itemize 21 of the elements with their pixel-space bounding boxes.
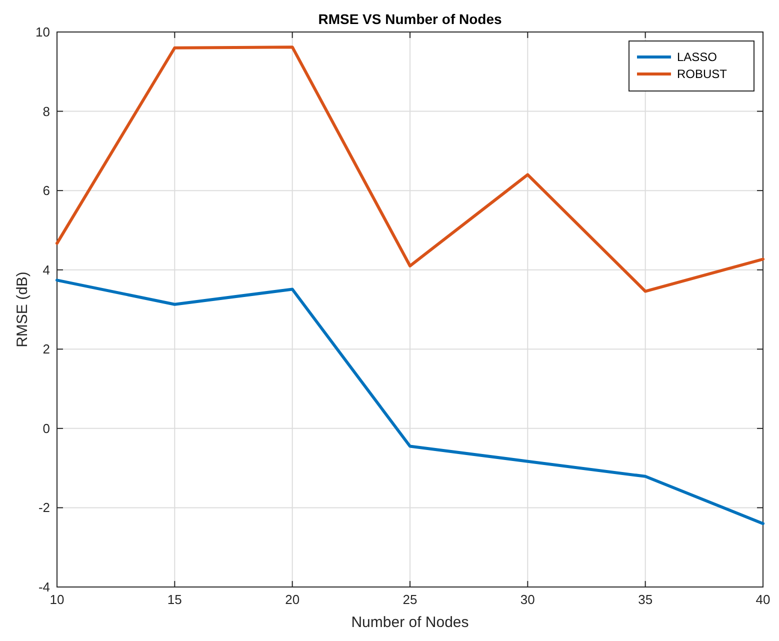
y-tick-label: 8 [42,104,50,119]
chart-title: RMSE VS Number of Nodes [318,11,502,27]
y-tick-label: 0 [42,420,50,436]
x-axis-title: Number of Nodes [351,614,469,631]
legend-label: LASSO [677,50,718,64]
x-tick-label: 20 [285,592,300,607]
y-tick-label: 10 [36,24,50,40]
legend-label: ROBUST [677,67,728,81]
line-series [56,46,764,293]
y-tick-label: -4 [38,580,50,594]
x-tick-label: 35 [638,592,653,607]
x-tick-label: 40 [756,592,770,607]
y-tick-label: 6 [42,183,50,198]
y-axis-title: RMSE (dB) [14,272,31,348]
x-tick-label: 15 [167,592,182,607]
y-tick-label: 2 [42,342,50,357]
line-series [56,278,764,526]
x-tick-label: 30 [520,592,535,607]
y-tick-label: -2 [38,500,50,516]
y-tick-label: 4 [42,262,50,278]
x-tick-label: 25 [402,592,418,607]
